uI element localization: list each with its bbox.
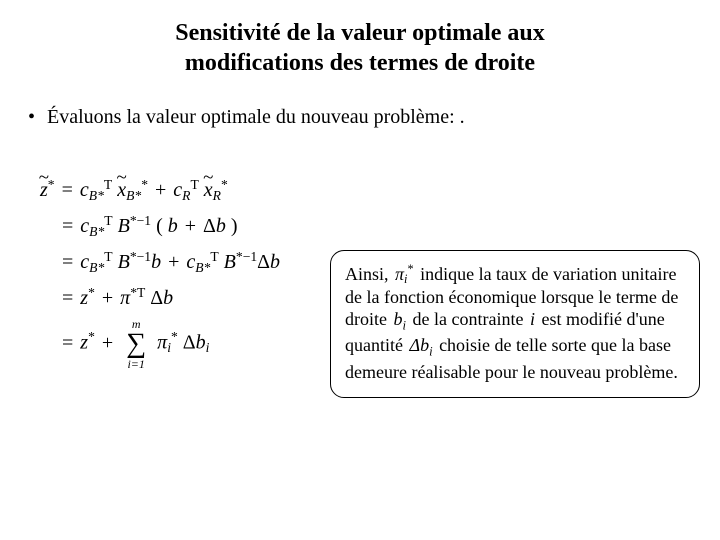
slide-title: Sensitivité de la valeur optimale aux mo… [0,0,720,78]
callout-i-symbol: i [528,309,537,329]
eq-line-2: = cB*T B*−1 ( b + Δb ) [40,216,280,236]
eq-line-3: = cB*T B*−1b + cB*T B*−1Δb [40,252,280,272]
eq-line-4: = z* + π*T Δb [40,288,280,308]
callout-text-1: Ainsi, [345,264,393,284]
sigma-icon: m ∑ i=1 [123,330,149,358]
eq-line-1: z* = cB*T xB** + cRT xR* [40,180,280,200]
explanation-callout: Ainsi, πi* indique la taux de variation … [330,250,700,398]
eq-line-5: = z* + m ∑ i=1 πi* Δbi [40,330,280,358]
sigma-top: m [123,318,149,330]
sigma-bottom: i=1 [123,358,149,370]
title-line-2: modifications des termes de droite [185,50,535,76]
callout-dbi-symbol: Δbi [407,335,434,355]
callout-text-3: de la contrainte [408,309,528,329]
bullet-item: • Évaluons la valeur optimale du nouveau… [28,106,720,129]
bullet-dot-icon: • [28,106,35,129]
bullet-text: Évaluons la valeur optimale du nouveau p… [47,106,465,129]
callout-pi-symbol: πi* [393,264,416,284]
callout-bi-symbol: bi [392,309,409,329]
equation-block: z* = cB*T xB** + cRT xR* = cB*T B*−1 ( b… [40,180,280,374]
title-line-1: Sensitivité de la valeur optimale aux [175,20,545,46]
